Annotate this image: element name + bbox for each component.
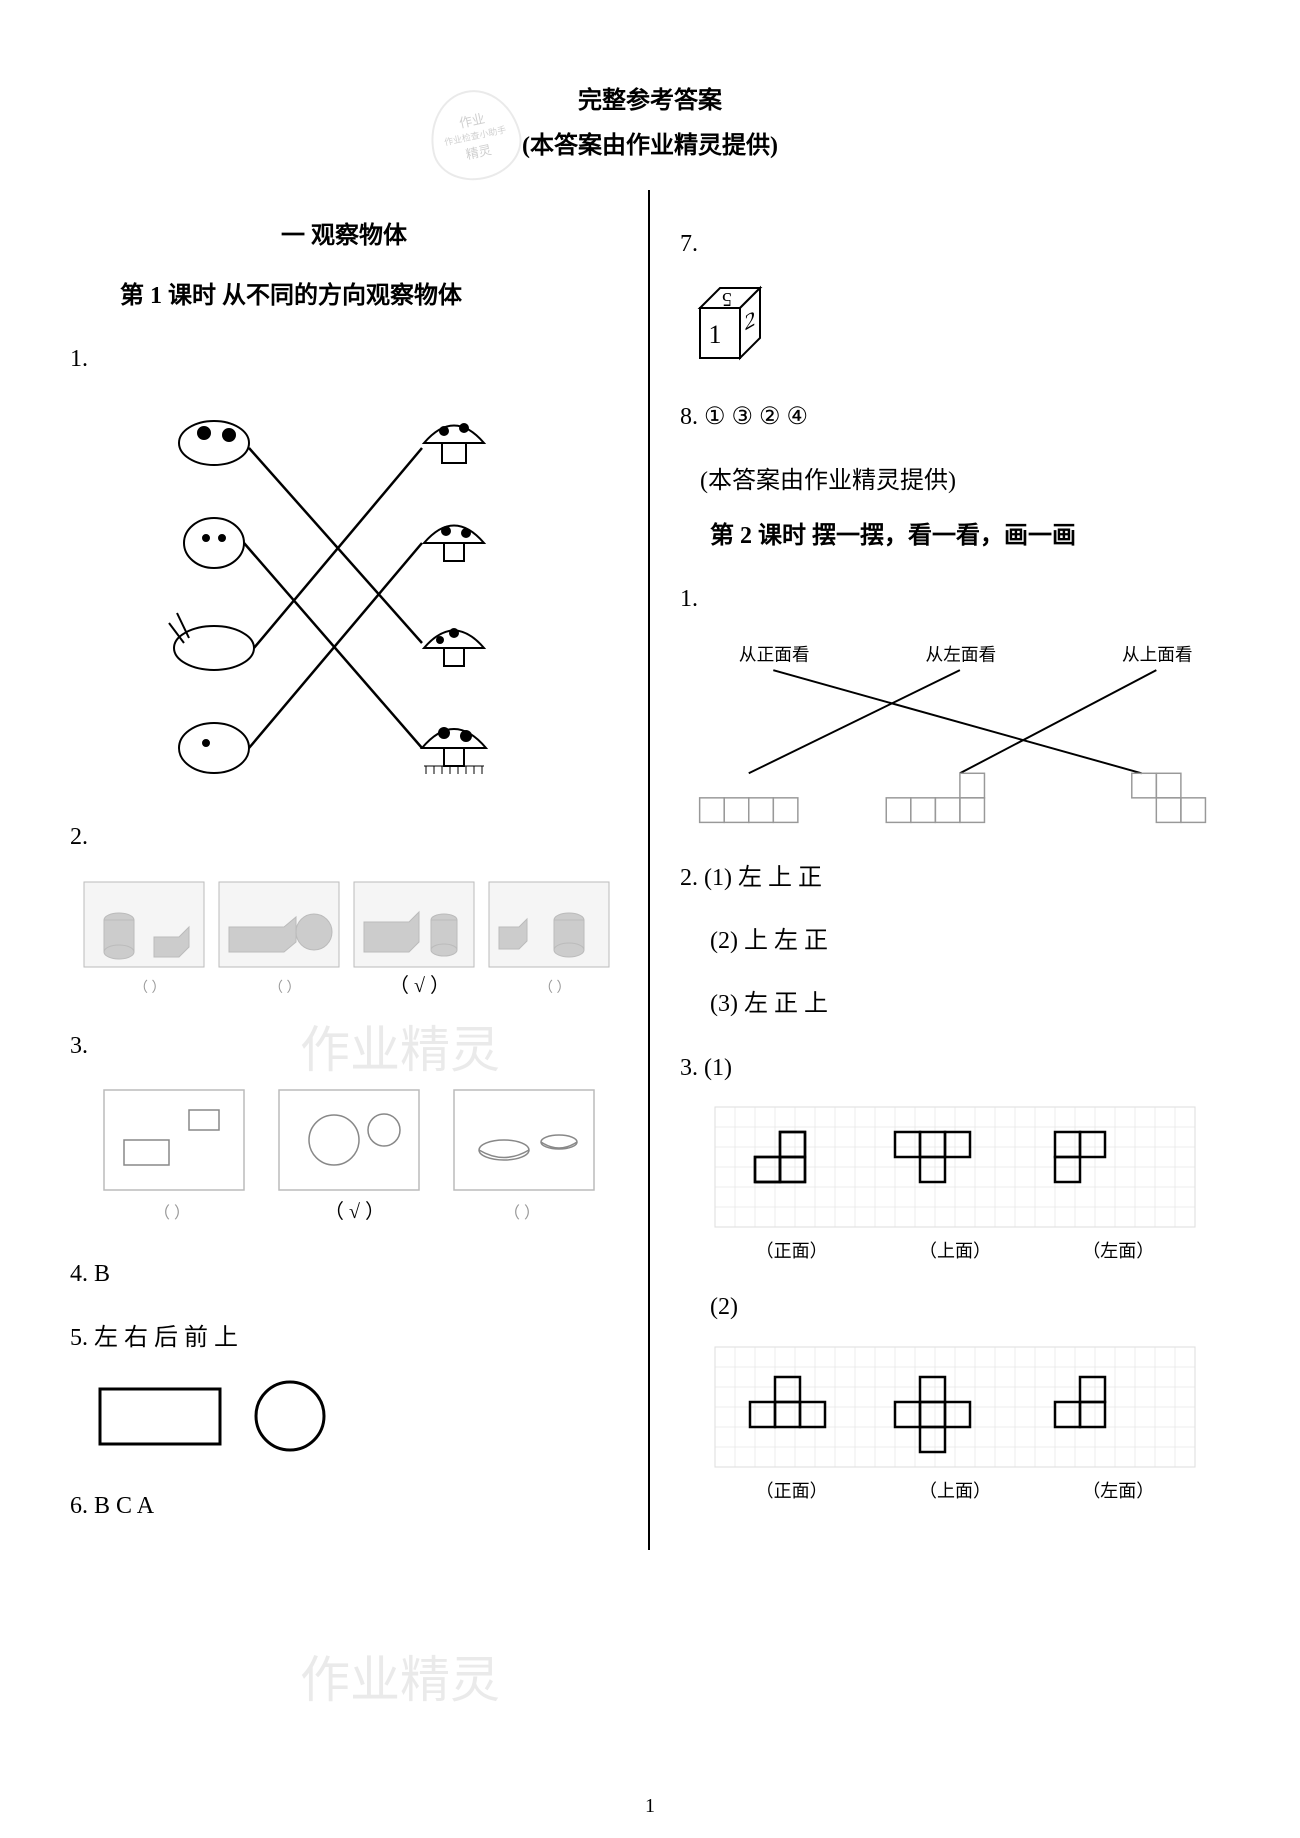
q2-figure: （ ） （ ） （ √ ） （ ） [70, 872, 618, 1002]
stamp-line3: 精灵 [464, 139, 493, 163]
vl-b: 从左面看 [926, 644, 997, 664]
svg-text:（ ）: （ ） [269, 980, 301, 996]
svg-text:（ √ ）: （ √ ） [389, 974, 450, 997]
header-subtitle: (本答案由作业精灵提供) [40, 125, 1260, 160]
credit-line: (本答案由作业精灵提供) [680, 462, 1230, 500]
gl1c: （左面） [1082, 1237, 1154, 1263]
q2-label: 2. [70, 818, 618, 856]
q3-figure: （ ） （ √ ） （ ） [70, 1080, 618, 1230]
lesson-1-title: 第 1 课时 从不同的方向观察物体 [70, 275, 618, 310]
vl-a: 从正面看 [739, 644, 810, 664]
grid-labels-1: （正面） （上面） （左面） [710, 1237, 1200, 1263]
page-header: 完整参考答案 (本答案由作业精灵提供) [40, 80, 1260, 160]
shapes-row-2: （ ） （ ） （ √ ） （ ） [74, 872, 614, 1002]
gl2b: （上面） [919, 1477, 991, 1503]
q3-label: 3. [70, 1027, 618, 1065]
cube-left: 1 [709, 320, 722, 349]
matching-diagram [134, 393, 554, 793]
left-column: 一 观察物体 第 1 课时 从不同的方向观察物体 1. [40, 190, 650, 1550]
q7-label: 7. [680, 225, 1230, 263]
page-number: 1 [645, 1795, 655, 1818]
lesson-2-title: 第 2 课时 摆一摆，看一看，画一画 [680, 515, 1230, 550]
svg-text:（ ）: （ ） [504, 1204, 540, 1222]
q5-answer: 5. 左 右 后 前 上 [70, 1319, 618, 1357]
svg-text:（ ）: （ ） [134, 980, 166, 996]
matching-views: 从正面看 从左面看 从上面看 [680, 634, 1230, 834]
r-q2-2: (2) 上 左 正 [680, 922, 1230, 960]
grid-shapes-2 [710, 1342, 1200, 1472]
q1-figure [70, 393, 618, 793]
shapes-row-3: （ ） （ √ ） （ ） [84, 1080, 604, 1230]
vl-c: 从上面看 [1122, 644, 1193, 664]
r-q3-1: 3. (1) [680, 1049, 1230, 1087]
dice-cube: 5 1 2 [680, 278, 790, 373]
r-q3-2: (2) [680, 1288, 1230, 1326]
section-title: 一 观察物体 [70, 215, 618, 250]
q1-label: 1. [70, 340, 618, 378]
content-columns: 一 观察物体 第 1 课时 从不同的方向观察物体 1. [40, 190, 1260, 1550]
q8-answer: 8. ① ③ ② ④ [680, 398, 1230, 436]
q4-answer: 4. B [70, 1255, 618, 1293]
right-column: 7. 5 1 2 8. ① ③ ② ④ (本答案由作业精灵提供) 第 2 课时 … [650, 190, 1260, 1550]
q6-answer: 6. B C A [70, 1487, 618, 1525]
q7-figure: 5 1 2 [680, 278, 1230, 373]
r-q3-1-figure: （正面） （上面） （左面） [680, 1102, 1230, 1263]
grid-labels-2: （正面） （上面） （左面） [710, 1477, 1200, 1503]
q5-figure [70, 1372, 618, 1462]
r-q1-figure: 从正面看 从左面看 从上面看 [680, 634, 1230, 834]
r-q1-label: 1. [680, 580, 1230, 618]
header-title: 完整参考答案 [40, 80, 1260, 115]
gl1b: （上面） [919, 1237, 991, 1263]
r-q2-3: (3) 左 正 上 [680, 985, 1230, 1023]
svg-text:（ ）: （ ） [154, 1204, 190, 1222]
gl2c: （左面） [1082, 1477, 1154, 1503]
rect-circle [70, 1374, 350, 1459]
gl2a: （正面） [756, 1477, 828, 1503]
watermark-2: 作业精灵 [300, 1640, 500, 1712]
gl1a: （正面） [756, 1237, 828, 1263]
cube-top: 5 [722, 288, 732, 310]
r-q3-2-figure: （正面） （上面） （左面） [680, 1342, 1230, 1503]
svg-text:（ √ ）: （ √ ） [324, 1200, 385, 1223]
svg-text:（ ）: （ ） [539, 980, 571, 996]
r-q2-1: 2. (1) 左 上 正 [680, 859, 1230, 897]
grid-shapes-1 [710, 1102, 1200, 1232]
